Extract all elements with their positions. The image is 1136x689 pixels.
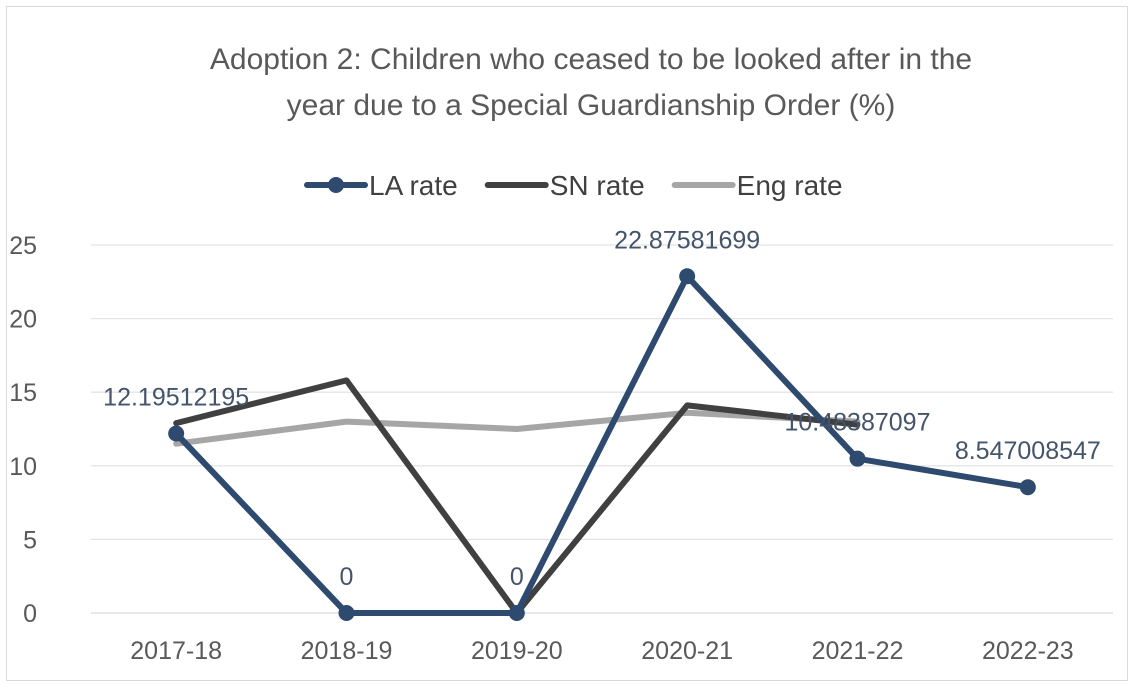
chart-title-line-2: year due to a Special Guardianship Order…	[287, 89, 896, 122]
x-tick-label: 2017-18	[130, 637, 222, 665]
y-tick-label: 15	[9, 379, 37, 407]
x-tick-label: 2022-23	[982, 637, 1074, 665]
chart-frame: Adoption 2: Children who ceased to be lo…	[6, 6, 1128, 681]
data-label: 0	[510, 563, 524, 591]
legend-label: Eng rate	[737, 170, 843, 201]
legend-label: SN rate	[550, 170, 645, 201]
chart-title-line-1: Adoption 2: Children who ceased to be lo…	[210, 43, 972, 76]
data-point-la-rate	[1019, 479, 1036, 496]
data-point-la-rate	[508, 605, 525, 621]
series-line-la-rate	[173, 273, 1031, 616]
legend-marker	[328, 177, 344, 193]
legend-item-la-rate: LA rate	[304, 170, 458, 201]
x-tick-label: 2018-19	[301, 637, 393, 665]
data-point-la-rate	[679, 268, 696, 285]
x-tick-label: 2020-21	[641, 637, 733, 665]
data-point-la-rate	[849, 450, 866, 467]
series-lines	[168, 268, 1036, 621]
line-chart: Adoption 2: Children who ceased to be lo…	[9, 43, 1113, 665]
data-label: 8.547008547	[955, 437, 1101, 465]
data-label: 22.87581699	[614, 226, 760, 254]
data-label: 12.19512195	[103, 383, 249, 411]
data-labels: 12.19512195 0 0 22.87581699 10.48387097 8.547…	[103, 226, 1101, 591]
x-tick-label: 2019-20	[471, 637, 563, 665]
y-tick-label: 25	[9, 232, 37, 260]
data-point-la-rate	[168, 425, 185, 442]
x-tick-label: 2021-22	[812, 637, 904, 665]
legend-label: LA rate	[369, 170, 458, 201]
y-tick-label: 0	[23, 600, 37, 628]
data-label: 0	[340, 563, 354, 591]
y-tick-label: 20	[9, 306, 37, 334]
y-tick-label: 5	[23, 526, 37, 554]
y-axis-ticks: 0 5 10 15 20 25	[9, 232, 37, 628]
y-tick-label: 10	[9, 453, 37, 481]
legend-item-sn-rate: SN rate	[484, 170, 645, 201]
legend-item-eng-rate: Eng rate	[671, 170, 843, 201]
series-line-eng-rate	[173, 409, 861, 447]
data-point-la-rate	[338, 605, 355, 621]
x-axis-ticks: 2017-18 2018-19 2019-20 2020-21 2021-22 2022-…	[130, 637, 1073, 665]
legend: LA rate SN rate Eng rate	[304, 170, 843, 201]
chart-title: Adoption 2: Children who ceased to be lo…	[210, 43, 972, 122]
gridlines	[91, 244, 1113, 614]
data-label: 10.48387097	[785, 409, 931, 437]
